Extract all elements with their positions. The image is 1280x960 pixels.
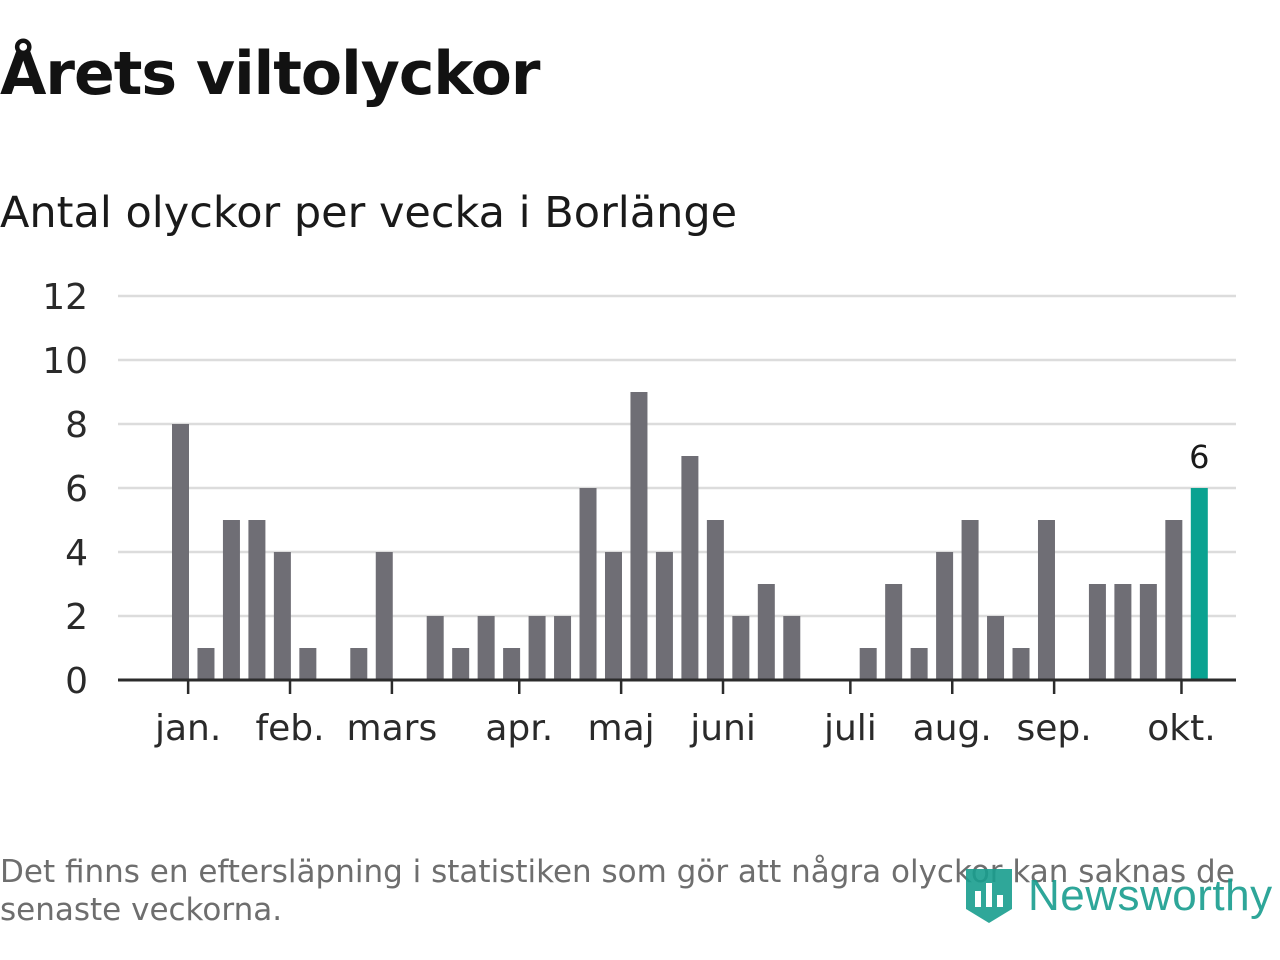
- bar: [783, 616, 801, 680]
- bar: [579, 488, 597, 680]
- bar: [1165, 520, 1183, 680]
- bar: [630, 392, 648, 680]
- bar: [961, 520, 979, 680]
- brand-name: Newsworthy: [1028, 871, 1273, 920]
- bar: [273, 552, 291, 680]
- bar: [859, 648, 877, 680]
- bar: [1114, 584, 1132, 680]
- bar: [1139, 584, 1157, 680]
- x-tick-label: aug.: [913, 708, 992, 749]
- y-tick-label: 10: [42, 341, 88, 382]
- bar: [987, 616, 1005, 680]
- bar: [350, 648, 368, 680]
- bar: [757, 584, 775, 680]
- bar: [197, 648, 215, 680]
- chart-title: Årets viltolyckor: [0, 39, 540, 109]
- bars: [172, 392, 1208, 680]
- bar: [299, 648, 317, 680]
- y-tick-label: 12: [42, 277, 88, 318]
- bar: [936, 552, 954, 680]
- x-tick-label: sep.: [1017, 708, 1092, 749]
- y-axis-ticks: 0 2 4 6 8 10 12: [42, 277, 88, 702]
- x-tick-label: juni: [689, 708, 756, 749]
- brand-logo[interactable]: Newsworthy: [962, 862, 1273, 930]
- bar: [172, 424, 189, 680]
- x-axis: jan. feb. mars apr. maj juni juli aug. sep. okt.: [118, 678, 1236, 749]
- y-tick-label: 2: [65, 597, 88, 638]
- bar: [604, 552, 622, 680]
- y-tick-label: 8: [65, 405, 88, 446]
- bar: [375, 552, 393, 680]
- y-tick-label: 6: [65, 469, 88, 510]
- bar: [1088, 584, 1106, 680]
- bar: [1037, 520, 1055, 680]
- bar: [681, 456, 699, 680]
- y-tick-label: 4: [65, 533, 88, 574]
- bar: [477, 616, 495, 680]
- bar: [706, 520, 724, 680]
- bar-highlight: [1190, 488, 1208, 680]
- bar: [452, 648, 470, 680]
- bar: [222, 520, 240, 680]
- chart-subtitle: Antal olyckor per vecka i Borlänge: [0, 188, 738, 238]
- bar: [554, 616, 572, 680]
- bar: [655, 552, 673, 680]
- footnote: Det finns en eftersläpning i statistiken…: [0, 854, 1235, 928]
- data-label-highlight: 6: [1189, 438, 1209, 476]
- x-tick-label: feb.: [255, 708, 324, 749]
- x-tick-label: okt.: [1147, 708, 1215, 749]
- bar: [503, 648, 521, 680]
- bar: [732, 616, 750, 680]
- data-labels: 6: [1189, 438, 1209, 476]
- bar: [426, 616, 444, 680]
- x-tick-label: apr.: [485, 708, 553, 749]
- x-tick-label: maj: [588, 708, 655, 749]
- x-tick-label: mars: [347, 708, 438, 749]
- bar: [248, 520, 266, 680]
- bar: [1012, 648, 1030, 680]
- x-tick-label: juli: [823, 708, 877, 749]
- bar: [528, 616, 546, 680]
- bar: [910, 648, 928, 680]
- bar: [885, 584, 903, 680]
- bar-chart-shield-icon: [966, 869, 1012, 923]
- bar-chart: 0 2 4 6 8 10 12 jan. feb. mars apr. maj juni juli aug…: [42, 277, 1236, 749]
- y-tick-label: 0: [65, 661, 88, 702]
- x-tick-label: jan.: [154, 708, 221, 749]
